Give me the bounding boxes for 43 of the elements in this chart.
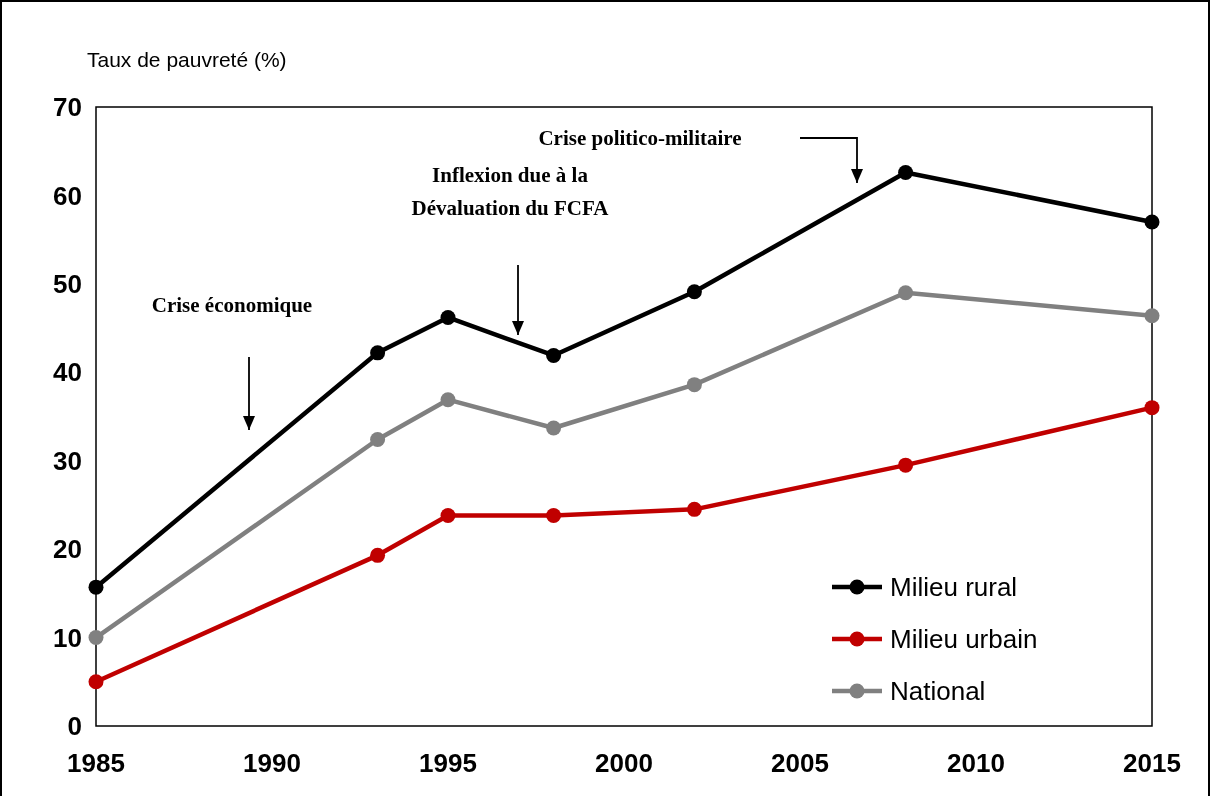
annotation: Crise politico-militaire (538, 126, 742, 150)
point (686, 501, 702, 517)
y-tick-label: 50 (53, 268, 82, 299)
y-tick-label: 40 (53, 357, 82, 388)
point (546, 508, 562, 524)
x-tick-label: 2015 (1123, 748, 1181, 778)
point (546, 420, 562, 436)
legend-label: National (890, 676, 986, 707)
x-tick-label: 1990 (243, 748, 301, 778)
legend-label: Milieu rural (890, 572, 1018, 603)
point (370, 547, 386, 563)
x-tick-label: 2000 (595, 748, 653, 778)
y-tick-label: 70 (53, 92, 82, 123)
y-tick-label: 20 (53, 534, 82, 565)
point (370, 431, 386, 447)
annotation: Inflexion due à la Dévaluation du FCFA (411, 163, 610, 220)
x-tick-label: 2005 (771, 748, 829, 778)
point (1144, 214, 1160, 230)
point (88, 630, 104, 646)
annotation: Crise économique (151, 293, 313, 317)
x-tick-label: 2010 (947, 748, 1005, 778)
legend-label: Milieu urbain (890, 624, 1038, 655)
y-tick-label: 30 (53, 445, 82, 476)
point (1144, 308, 1160, 324)
y-tick-label: 0 (67, 711, 82, 742)
point (686, 377, 702, 393)
point (1144, 400, 1160, 416)
point (898, 164, 914, 180)
point (898, 285, 914, 301)
point (898, 457, 914, 473)
y-tick-label: 10 (53, 622, 82, 653)
point (88, 579, 104, 595)
y-axis-title: Taux de pauvreté (%) (87, 48, 287, 71)
point (370, 345, 386, 361)
point (546, 347, 562, 363)
point (440, 309, 456, 325)
x-tick-label: 1985 (67, 748, 125, 778)
point (440, 392, 456, 408)
y-tick-label: 60 (53, 180, 82, 211)
point (686, 284, 702, 300)
point (88, 674, 104, 690)
x-tick-label: 1995 (419, 748, 477, 778)
point (440, 508, 456, 524)
